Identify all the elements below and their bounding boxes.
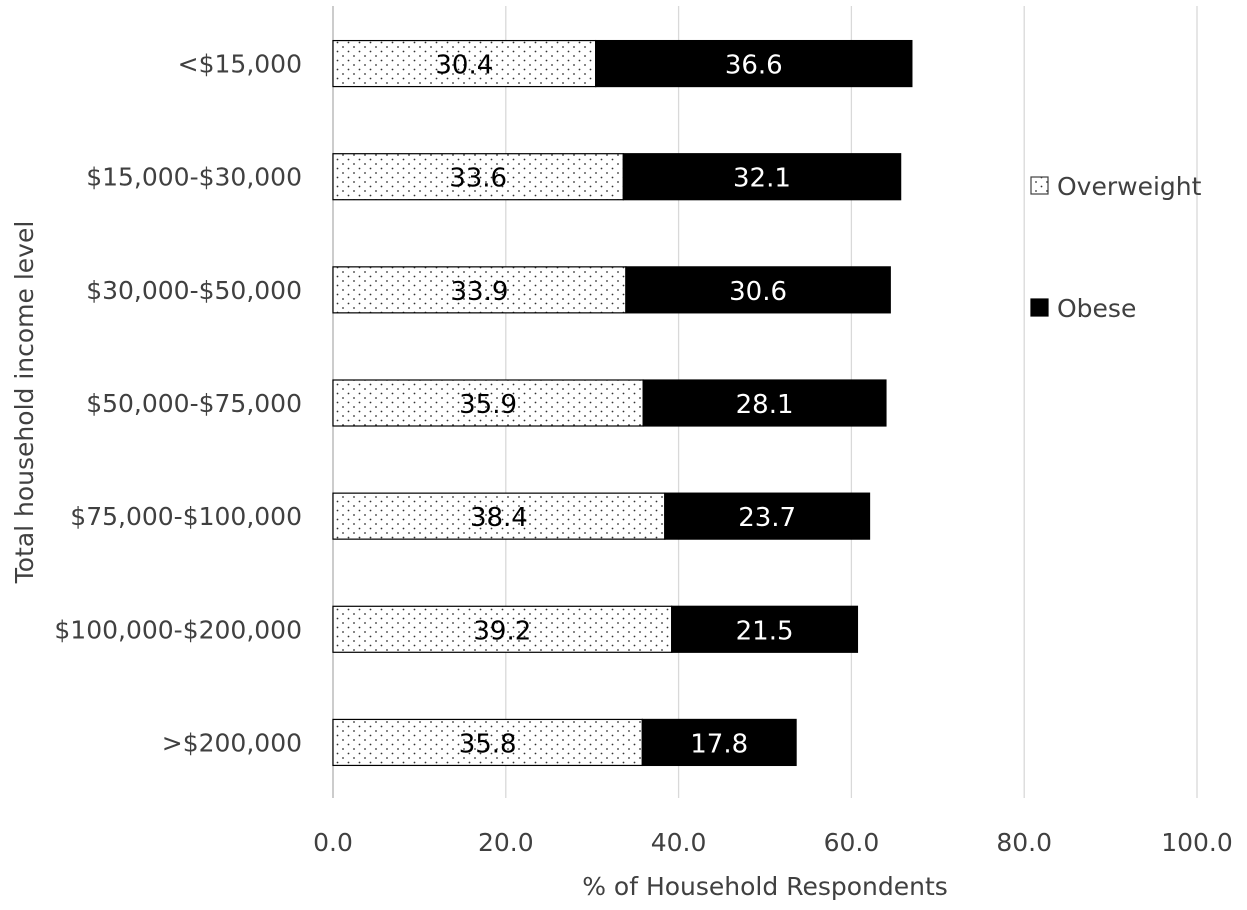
- bar-overweight: [332, 39, 597, 88]
- category-label: $50,000-$75,000: [86, 389, 302, 418]
- bar-obese: [671, 605, 859, 653]
- category-label: $75,000-$100,000: [70, 502, 302, 531]
- bar-overweight: [332, 266, 627, 314]
- data-label-overweight: 30.4: [435, 51, 493, 81]
- bar-obese: [595, 39, 913, 88]
- data-label-overweight: 33.6: [449, 164, 507, 194]
- legend-swatch-obese: [1030, 298, 1049, 317]
- data-label-overweight: 38.4: [470, 503, 528, 533]
- data-label-overweight: 35.9: [459, 390, 517, 420]
- data-label-obese: 30.6: [729, 277, 787, 307]
- y-axis-title: Total household income level: [10, 221, 39, 585]
- data-label-obese: 17.8: [690, 729, 748, 759]
- bar-overweight: [332, 492, 666, 540]
- x-axis-tick-labels: 0.0 20.0 40.0 60.0 80.0 100.0: [313, 828, 1233, 857]
- bar-obese: [625, 266, 891, 314]
- x-tick-label: 40.0: [651, 828, 707, 857]
- x-tick-label: 80.0: [996, 828, 1052, 857]
- data-label-obese: 23.7: [738, 503, 796, 533]
- data-label-overweight: 35.8: [459, 729, 517, 759]
- x-axis-title: % of Household Respondents: [582, 872, 948, 901]
- category-label: $15,000-$30,000: [86, 163, 302, 192]
- category-label: <$15,000: [178, 50, 302, 79]
- x-tick-label: 60.0: [824, 828, 880, 857]
- x-tick-label: 0.0: [313, 828, 353, 857]
- data-label-obese: 32.1: [733, 164, 791, 194]
- bar-obese: [641, 718, 797, 767]
- legend-swatch-overweight: [1030, 176, 1049, 195]
- data-label-obese: 36.6: [725, 51, 783, 81]
- category-label: $100,000-$200,000: [54, 615, 302, 644]
- bar-obese: [642, 379, 887, 427]
- category-label: >$200,000: [162, 728, 302, 757]
- x-tick-label: 100.0: [1161, 828, 1233, 857]
- x-tick-label: 20.0: [478, 828, 534, 857]
- legend: Overweight Obese: [1030, 172, 1202, 323]
- bar-overweight: [332, 379, 644, 427]
- bar-obese: [622, 153, 902, 201]
- bar-overweight: [332, 718, 643, 767]
- data-label-obese: 28.1: [736, 390, 794, 420]
- y-axis-tick-labels: <$15,000 $15,000-$30,000 $30,000-$50,000 $5…: [54, 50, 302, 758]
- data-label-overweight: 39.2: [473, 616, 531, 646]
- category-label: $30,000-$50,000: [86, 276, 302, 305]
- bar-obese: [664, 492, 871, 540]
- legend-label-overweight: Overweight: [1057, 172, 1202, 201]
- bar-overweight: [332, 605, 673, 653]
- data-label-overweight: 33.9: [451, 277, 509, 307]
- legend-label-obese: Obese: [1057, 294, 1136, 323]
- data-label-obese: 21.5: [736, 616, 794, 646]
- bars: 30.4 36.6 33.6 32.1 33.9 30.6 35.9 28.1 38.4 23.7…: [332, 39, 913, 767]
